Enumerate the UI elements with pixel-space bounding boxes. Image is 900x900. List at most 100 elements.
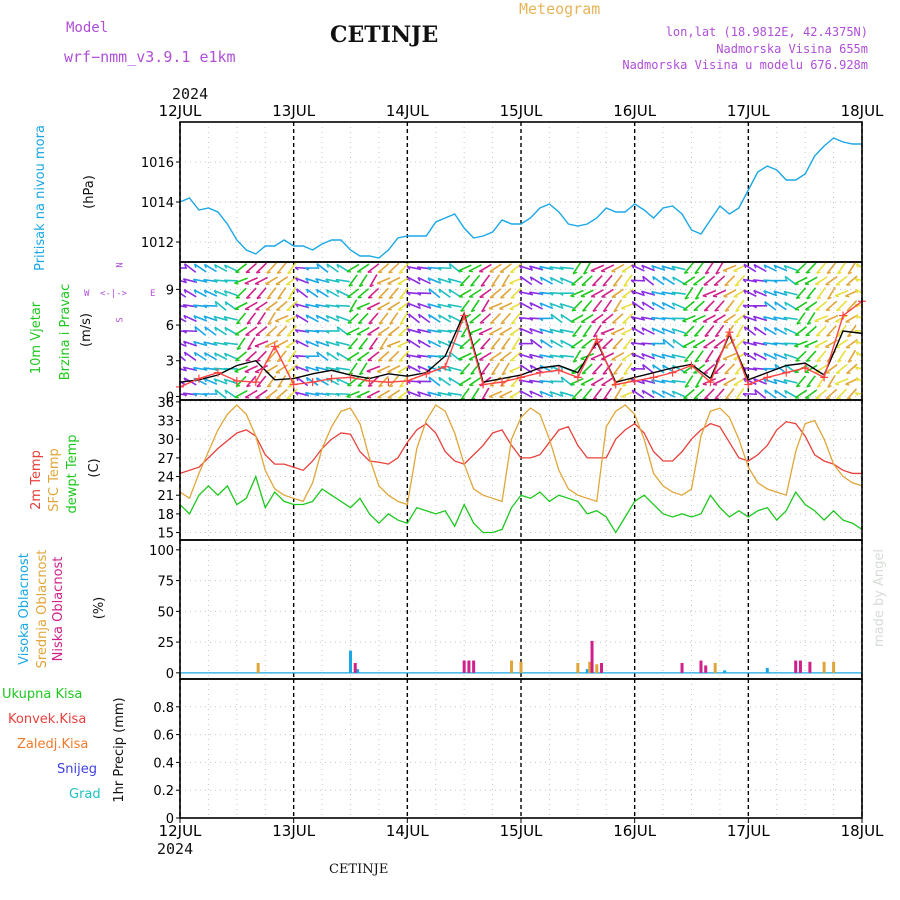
wind-arrow-head	[631, 301, 635, 306]
wind-arrow	[214, 300, 227, 311]
wind-arrow	[672, 276, 686, 285]
wind-arrow	[244, 277, 258, 285]
cloud-bar	[256, 663, 260, 673]
wind-arrow-head	[315, 330, 320, 334]
wind-arrow-head	[826, 397, 831, 400]
wind-arrow	[631, 326, 645, 336]
wind-arrow	[804, 364, 818, 373]
wind-arrow	[376, 365, 391, 373]
wind-arrow-head	[398, 271, 404, 274]
wind-arrow-head	[752, 341, 757, 346]
wind-arrow	[671, 328, 686, 334]
wind-arrow	[540, 339, 553, 349]
wind-arrow	[735, 387, 745, 400]
wind-arrow-head	[827, 296, 832, 300]
wind-arrow	[193, 315, 208, 322]
wind-arrow	[631, 264, 645, 272]
wind-arrow-head	[592, 284, 597, 287]
wind-arrow-head	[437, 277, 441, 282]
wind-arrow-head	[276, 334, 281, 337]
wind-arrow-head	[784, 390, 788, 395]
wind-arrow-head	[346, 333, 351, 336]
wind-arrow-head	[847, 271, 853, 275]
wind-arrow	[481, 387, 490, 400]
wind-arrow-head	[773, 379, 777, 383]
wind-arrow-head	[182, 278, 187, 283]
wind-arrow-head	[304, 329, 309, 334]
wind-arrow-head	[356, 307, 361, 311]
wind-arrow	[530, 338, 543, 349]
wind-arrow	[378, 287, 390, 299]
wind-arrow	[203, 315, 218, 322]
wind-arrow-head	[559, 277, 564, 282]
wind-arrow	[600, 264, 615, 272]
wind-arrow-head	[682, 320, 687, 323]
wind-arrow-head	[784, 301, 788, 307]
wind-arrow-head	[378, 296, 383, 299]
y-tick-label: 0.4	[153, 756, 174, 771]
wind-arrow-head	[437, 340, 441, 345]
wind-arrow	[560, 339, 574, 348]
wind-arrow-head	[223, 290, 228, 295]
wind-arrow	[539, 302, 554, 310]
wind-arrow	[825, 388, 838, 400]
wind-arrow-head	[387, 371, 392, 374]
wind-arrow-head	[183, 315, 187, 320]
wind-arrow	[612, 337, 624, 350]
wind-arrow-head	[580, 295, 585, 298]
wind-arrow	[661, 353, 676, 359]
wind-arrow	[763, 264, 778, 272]
wind-arrow	[694, 262, 704, 275]
wind-arrow-head	[661, 265, 665, 270]
wind-arrow	[489, 263, 502, 273]
wind-arrow-head	[753, 326, 757, 332]
wind-arrow	[703, 388, 715, 400]
wind-arrow-head	[294, 329, 299, 334]
wind-arrow	[244, 389, 258, 399]
wind-arrow	[784, 301, 798, 311]
wind-arrow-head	[528, 265, 533, 270]
wind-arrow	[753, 263, 767, 273]
wind-arrow-head	[254, 345, 259, 348]
cloud-bar	[794, 660, 798, 673]
wind-arrow-head	[640, 342, 645, 347]
wind-arrow-head	[369, 347, 374, 350]
wind-arrow-head	[203, 304, 208, 309]
wind-arrow-head	[193, 352, 197, 357]
wind-arrow	[346, 288, 360, 299]
wind-arrow	[611, 288, 624, 298]
wind-arrow-head	[814, 320, 819, 323]
wind-arrow-head	[287, 334, 292, 337]
wind-arrow	[316, 377, 329, 386]
wind-arrow	[753, 289, 767, 297]
wind-arrow	[814, 276, 828, 285]
wind-arrow-head	[762, 279, 768, 284]
wind-arrow-head	[417, 314, 421, 319]
wind-arrow-head	[173, 304, 176, 307]
wind-arrow	[325, 340, 340, 347]
wind-arrow	[407, 339, 421, 349]
wind-arrow	[743, 351, 757, 361]
legend-precip-conv: Konvek.Kisa	[8, 712, 87, 727]
wind-arrow-head	[267, 296, 272, 300]
wind-arrow	[783, 353, 798, 360]
wind-arrow	[448, 377, 462, 386]
wind-arrow	[468, 264, 482, 272]
y-tick-label: 24	[157, 471, 174, 486]
wind-arrow-head	[753, 264, 757, 269]
wind-arrow	[621, 302, 635, 310]
wind-arrow-head	[399, 385, 404, 388]
wind-arrow	[814, 315, 829, 322]
wind-arrow-head	[335, 341, 340, 346]
wind-arrow	[835, 363, 848, 374]
x-tick-label-bottom: 14JUL	[386, 822, 429, 840]
wind-arrow-head	[417, 303, 421, 308]
wind-arrow	[234, 326, 248, 336]
wind-arrow	[265, 364, 279, 374]
wind-arrow	[714, 300, 725, 312]
wind-arrow	[427, 365, 442, 373]
wind-arrow	[427, 339, 442, 348]
wind-arrow-head	[277, 296, 282, 300]
wind-arrow	[346, 351, 360, 361]
wind-arrow	[743, 263, 757, 273]
